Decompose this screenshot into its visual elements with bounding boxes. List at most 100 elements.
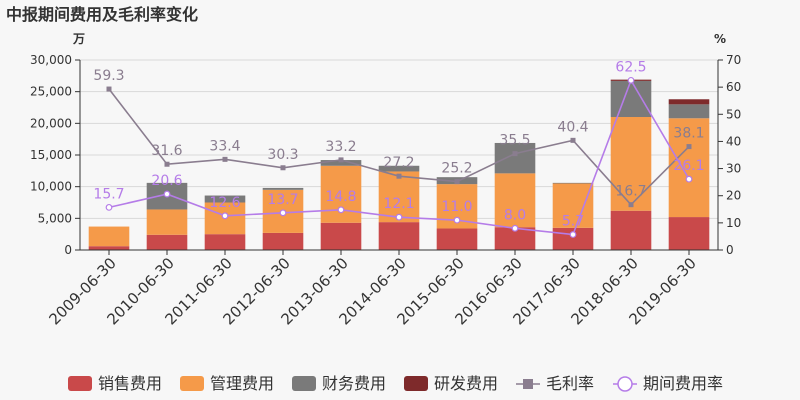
bar-segment [378,171,420,223]
bar-segment [552,182,594,184]
right-tick-label: 50 [726,107,741,121]
data-label: 27.2 [383,155,414,171]
data-label: 8.0 [504,207,526,223]
data-label: 59.3 [93,68,124,84]
left-tick-label: 5,000 [38,211,72,225]
line-marker [163,190,171,198]
left-tick-label: 0 [64,243,72,257]
data-label: 40.4 [557,119,588,135]
right-tick-label: 20 [726,189,741,203]
left-axis-unit: 万 [72,32,85,46]
data-label: 62.5 [615,59,646,75]
right-tick-label: 70 [726,53,741,67]
lines [105,76,693,238]
line-marker [396,173,402,179]
data-label: 33.4 [209,138,240,154]
bars [88,79,710,250]
line-marker [454,179,460,185]
data-label: 11.0 [441,199,472,215]
bar-segment [88,246,130,250]
bar-segment [610,210,652,250]
legend-swatch [68,376,92,391]
legend-label: 期间费用率 [643,374,723,393]
legend-swatch [404,376,428,391]
data-label: 15.7 [93,186,124,202]
legend-swatch [180,376,204,391]
right-tick-label: 40 [726,134,741,148]
left-tick-label: 25,000 [30,85,72,99]
bar-segment [668,99,710,105]
bar-segment [610,80,652,117]
legend: 销售费用 管理费用 财务费用 研发费用 毛利率 期间费用率 [68,374,723,393]
bar-segment [146,209,188,235]
bar-segment [378,222,420,250]
line-marker [164,161,170,167]
line-marker [569,231,577,238]
bar-segment [204,234,246,250]
bar-segment [88,226,130,247]
legend-swatch [292,376,316,391]
legend-label: 财务费用 [322,374,386,393]
bar-segment [668,217,710,250]
data-labels: 59.3 31.6 33.4 30.3 33.2 27.2 25.2 35.5 40.4 16.7… [93,59,704,229]
left-tick-label: 30,000 [30,53,72,67]
line-marker [106,86,112,92]
chart-title: 中报期间费用及毛利率变化 [6,5,198,24]
line-marker [105,203,113,211]
legend-marker [617,376,633,392]
left-tick-label: 15,000 [30,148,72,162]
line-marker [627,76,635,84]
bar-segment [146,234,188,250]
line-marker [685,175,693,183]
right-axis-unit: % [714,32,726,46]
line-marker [221,212,229,220]
data-label: 20.6 [151,173,182,189]
right-tick-label: 60 [726,80,741,94]
line-marker [222,156,228,162]
data-label: 13.7 [267,192,298,208]
bar-segment [552,183,594,228]
right-tick-label: 0 [726,243,734,257]
bar-segment [320,222,362,250]
bar-segment [436,228,478,250]
bar-segment [320,165,362,223]
legend-label: 研发费用 [434,374,498,393]
data-label: 35.5 [499,133,530,149]
data-label: 25.2 [441,161,472,177]
left-tick-label: 20,000 [30,116,72,130]
data-label: 16.7 [615,184,646,200]
legend-label: 销售费用 [98,374,162,393]
line-marker [686,144,692,150]
bar-segment [494,142,536,174]
bar-segment [668,104,710,119]
data-label: 12.1 [383,196,414,212]
legend-marker [523,379,533,389]
bar-segment [204,195,246,203]
data-label: 31.6 [151,143,182,159]
left-tick-label: 10,000 [30,180,72,194]
data-label: 26.1 [673,158,704,174]
bar-segment [610,117,652,211]
line-marker [280,165,286,171]
data-label: 38.1 [673,126,704,142]
line-marker [570,137,576,143]
line-marker [453,216,461,224]
bar-segment [668,118,710,218]
bar-segment [262,187,304,190]
right-tick-label: 30 [726,162,741,176]
line-marker [279,209,287,217]
bar-segment [262,232,304,250]
data-label: 30.3 [267,147,298,163]
legend-label: 管理费用 [210,374,274,393]
line-marker [337,206,345,214]
bar-segment [378,165,420,172]
line-marker [628,202,634,208]
line-marker [512,151,518,157]
data-label: 14.8 [325,189,356,205]
bar-segment [320,160,362,166]
line-marker [511,224,519,232]
legend-label: 毛利率 [546,374,594,393]
line-marker [338,157,344,163]
data-label: 5.7 [562,214,584,230]
